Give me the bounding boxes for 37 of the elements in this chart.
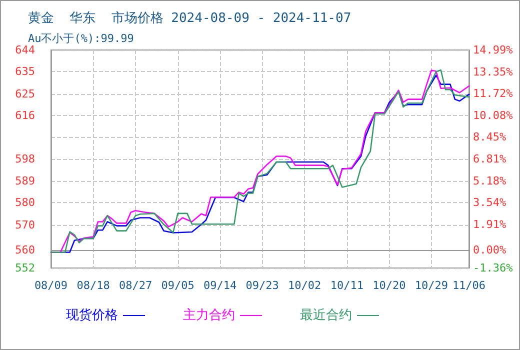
x-tick-label: 10/20 <box>372 279 406 292</box>
y-tick-label: 625 <box>15 88 35 101</box>
x-tick-label: 09/14 <box>204 279 238 292</box>
y2-tick-label: 13.35% <box>473 65 514 78</box>
y-tick-label: 580 <box>15 196 35 210</box>
y-tick-label: 616 <box>15 109 35 122</box>
x-tick-label: 10/29 <box>414 279 448 292</box>
x-tick-label: 09/23 <box>246 279 279 292</box>
y2-tick-label: 10.08% <box>473 108 514 122</box>
x-tick-label: 08/27 <box>118 279 152 292</box>
y2-tick-label: 11.72% <box>473 87 514 100</box>
x-tick-label: 08/18 <box>76 279 110 292</box>
x-tick-label: 08/09 <box>34 279 68 292</box>
chart-subtitle: Au不小于(%):99.99 <box>28 32 134 45</box>
y-tick-label: 589 <box>15 174 35 188</box>
y2-tick-label: -1.36% <box>473 262 514 274</box>
y-tick-label: 644 <box>15 44 36 56</box>
x-tick-label: 10/11 <box>330 279 364 292</box>
y2-tick-label: 8.45% <box>473 130 506 144</box>
y2-tick-label: 3.54% <box>473 196 506 210</box>
chart-title: 黄金 华东 市场价格 2024-08-09 - 2024-11-07 <box>28 11 352 26</box>
legend-label: 主力合约 <box>183 307 235 323</box>
y2-tick-label: 1.91% <box>473 218 506 231</box>
y-tick-label: 598 <box>15 152 35 166</box>
x-tick-label: 10/02 <box>288 279 322 292</box>
x-tick-label: 09/05 <box>161 279 194 292</box>
y-tick-label: 560 <box>15 243 35 256</box>
x-tick-label: 11/06 <box>452 279 486 292</box>
y2-tick-label: 14.99% <box>473 44 514 56</box>
y2-tick-label: 5.18% <box>473 174 506 188</box>
y-tick-label: 570 <box>15 218 35 232</box>
legend-label: 现货价格 <box>66 308 118 323</box>
legend-label: 最近合约 <box>300 308 352 323</box>
y2-tick-label: 6.81% <box>473 152 506 166</box>
y-tick-label: 635 <box>15 65 35 78</box>
y2-tick-label: 0.00% <box>473 243 506 256</box>
y-tick-label: 552 <box>15 262 35 274</box>
